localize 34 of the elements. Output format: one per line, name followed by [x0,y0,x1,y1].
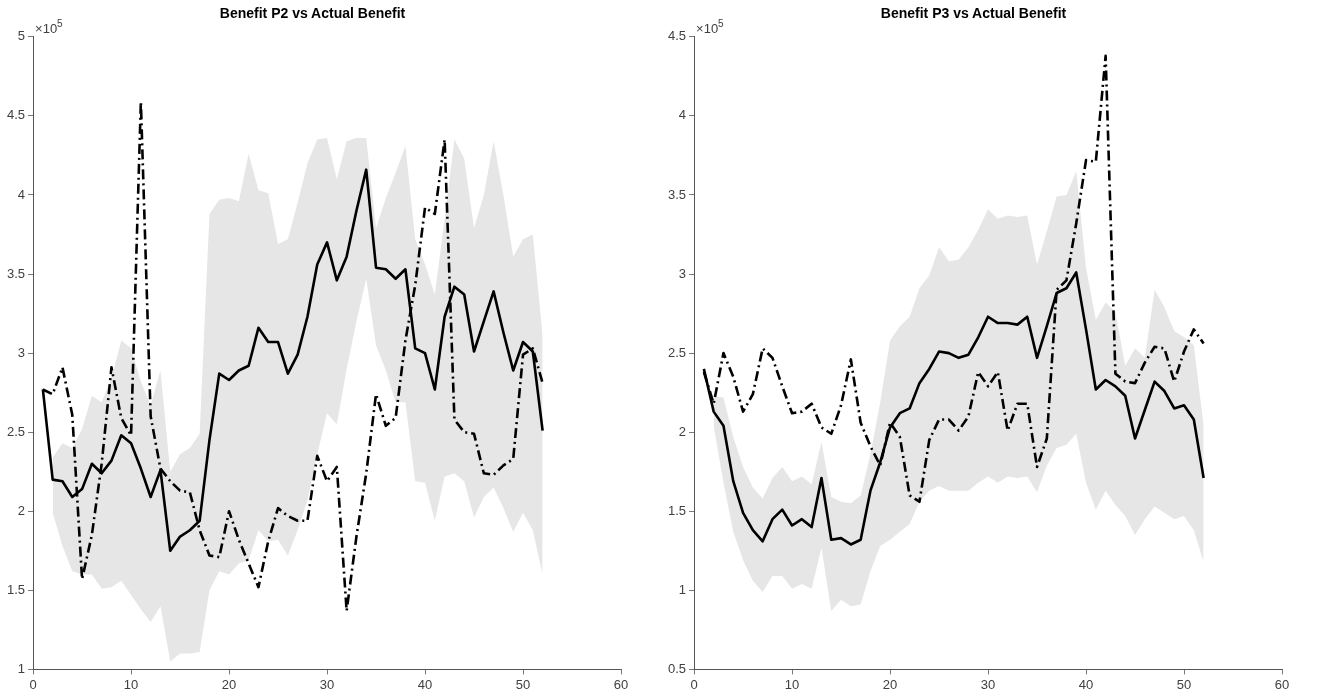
x-tick-label: 40 [1078,676,1094,692]
y-tick-label: 1.5 [6,581,26,597]
x-tick-label: 50 [1176,676,1192,692]
x-tick-label: 10 [784,676,800,692]
x-tick-label: 30 [980,676,996,692]
y-tick-label: 4 [17,186,26,202]
x-tick-label: 10 [123,676,139,692]
y-tick-label: 4.5 [6,107,26,123]
x-tick-label: 30 [319,676,335,692]
x-tick-label: 50 [515,676,531,692]
x-tick-label: 20 [882,676,898,692]
x-tick-label: 60 [613,676,629,692]
x-tick-label: 60 [1274,676,1290,692]
y-tick-label: 4 [678,107,687,123]
y-tick-label: 4.5 [667,28,687,44]
y-tick-label: 1 [17,660,26,676]
y-tick-label: 2 [17,502,26,518]
y-tick-label: 3.5 [667,186,687,202]
y-tick-label: 3.5 [6,265,26,281]
chart-title: Benefit P3 vs Actual Benefit [880,5,1067,22]
x-tick-label: 0 [690,676,698,692]
y-tick-label: 5 [17,28,26,44]
y-tick-label: 2 [678,423,687,439]
x-tick-label: 20 [221,676,237,692]
y-tick-label: 0.5 [667,660,687,676]
y-tick-label: 1.5 [667,502,687,518]
y-tick-label: 3 [17,344,26,360]
x-tick-label: 0 [29,676,37,692]
y-tick-label: 2.5 [6,423,26,439]
y-tick-label: 3 [678,265,687,281]
y-tick-label: 2.5 [667,344,687,360]
y-tick-label: 1 [678,581,687,597]
x-tick-label: 40 [417,676,433,692]
chart-title: Benefit P2 vs Actual Benefit [219,5,406,22]
